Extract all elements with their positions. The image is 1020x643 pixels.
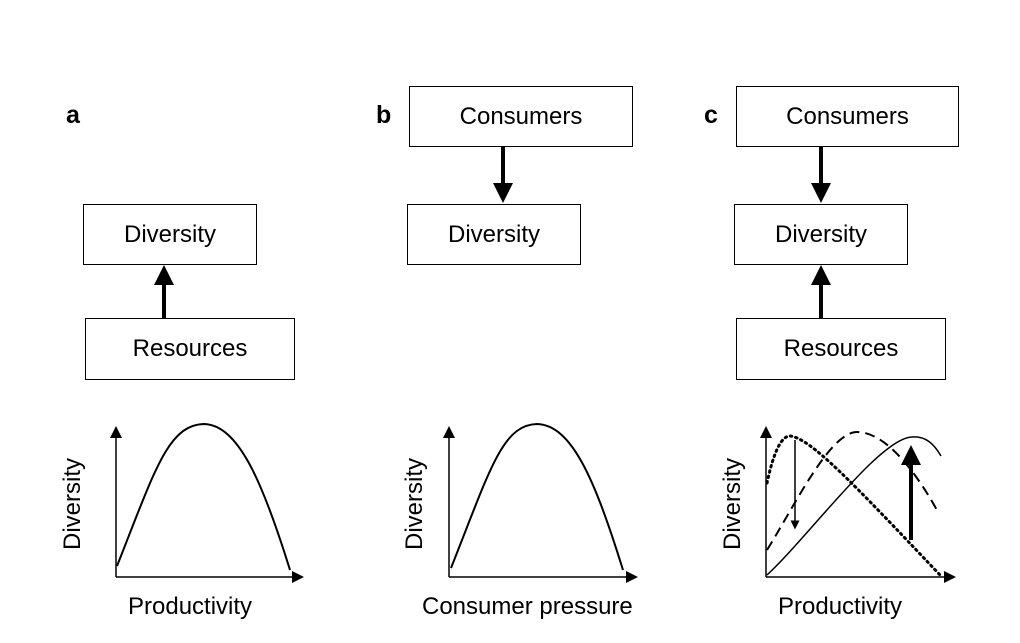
panel-a-xlabel: Productivity (128, 593, 253, 620)
panel-c-graph-axes (760, 426, 956, 583)
panel-b-consumers-text: Consumers (459, 102, 583, 130)
panel-c-dotted-curve (765, 434, 942, 577)
panel-c-ylabel: Diversity (719, 458, 746, 551)
panel-label-b: b (376, 101, 392, 129)
panel-label-a: a (66, 101, 80, 129)
panel-b-ylabel: Diversity (401, 458, 428, 551)
panel-a-hump-curve (116, 422, 291, 571)
panel-b-diversity-text: Diversity (447, 220, 540, 248)
panel-a-graph-axes (110, 426, 304, 583)
panel-c-resources-box: Resources (736, 318, 946, 380)
panel-a-diversity-text: Diversity (123, 220, 216, 248)
panel-b-consumers-box: Consumers (409, 86, 633, 147)
panel-b-xlabel: Consumer pressure (422, 593, 633, 620)
panel-c-resources-text: Resources (783, 335, 899, 362)
panel-b-diversity-box: Diversity (407, 204, 581, 265)
panel-c-diversity-text: Diversity (774, 220, 867, 248)
panel-a-resources-text: Resources (132, 335, 248, 362)
panel-label-c: c (704, 101, 718, 129)
panel-c-consumers-box: Consumers (736, 86, 959, 147)
panel-b-hump-curve (450, 422, 624, 571)
panel-b-graph-axes (443, 426, 638, 583)
panel-c-dashed-curve (766, 430, 939, 551)
panel-c-diversity-box: Diversity (734, 204, 908, 265)
panel-c-consumers-text: Consumers (786, 102, 909, 130)
panel-c-xlabel: Productivity (778, 593, 903, 620)
panel-a-ylabel: Diversity (59, 458, 86, 551)
panel-a-resources-box: Resources (85, 318, 295, 380)
panel-c-solid-curve (766, 436, 942, 576)
panel-a-diversity-box: Diversity (83, 204, 257, 265)
